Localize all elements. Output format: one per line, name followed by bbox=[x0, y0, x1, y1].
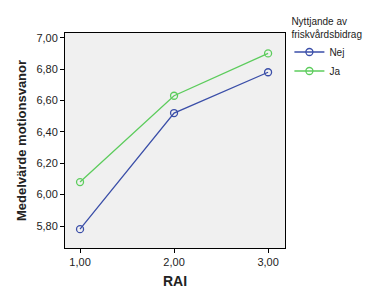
svg-text:RAI: RAI bbox=[163, 273, 187, 289]
svg-text:Medelvärde motionsvanor: Medelvärde motionsvanor bbox=[14, 60, 29, 221]
svg-text:Nej: Nej bbox=[329, 47, 344, 58]
svg-text:Ja: Ja bbox=[329, 66, 340, 77]
svg-text:2,00: 2,00 bbox=[163, 256, 184, 268]
svg-text:6,20: 6,20 bbox=[36, 157, 57, 169]
svg-text:6,40: 6,40 bbox=[36, 126, 57, 138]
svg-text:1,00: 1,00 bbox=[69, 256, 90, 268]
svg-text:6,80: 6,80 bbox=[36, 63, 57, 75]
svg-text:5,80: 5,80 bbox=[36, 220, 57, 232]
svg-text:6,60: 6,60 bbox=[36, 94, 57, 106]
svg-text:6,00: 6,00 bbox=[36, 188, 57, 200]
svg-text:7,00: 7,00 bbox=[36, 32, 57, 44]
svg-text:Nyttjande avfriskvårdsbidrag: Nyttjande avfriskvårdsbidrag bbox=[291, 16, 362, 40]
svg-text:3,00: 3,00 bbox=[257, 256, 278, 268]
